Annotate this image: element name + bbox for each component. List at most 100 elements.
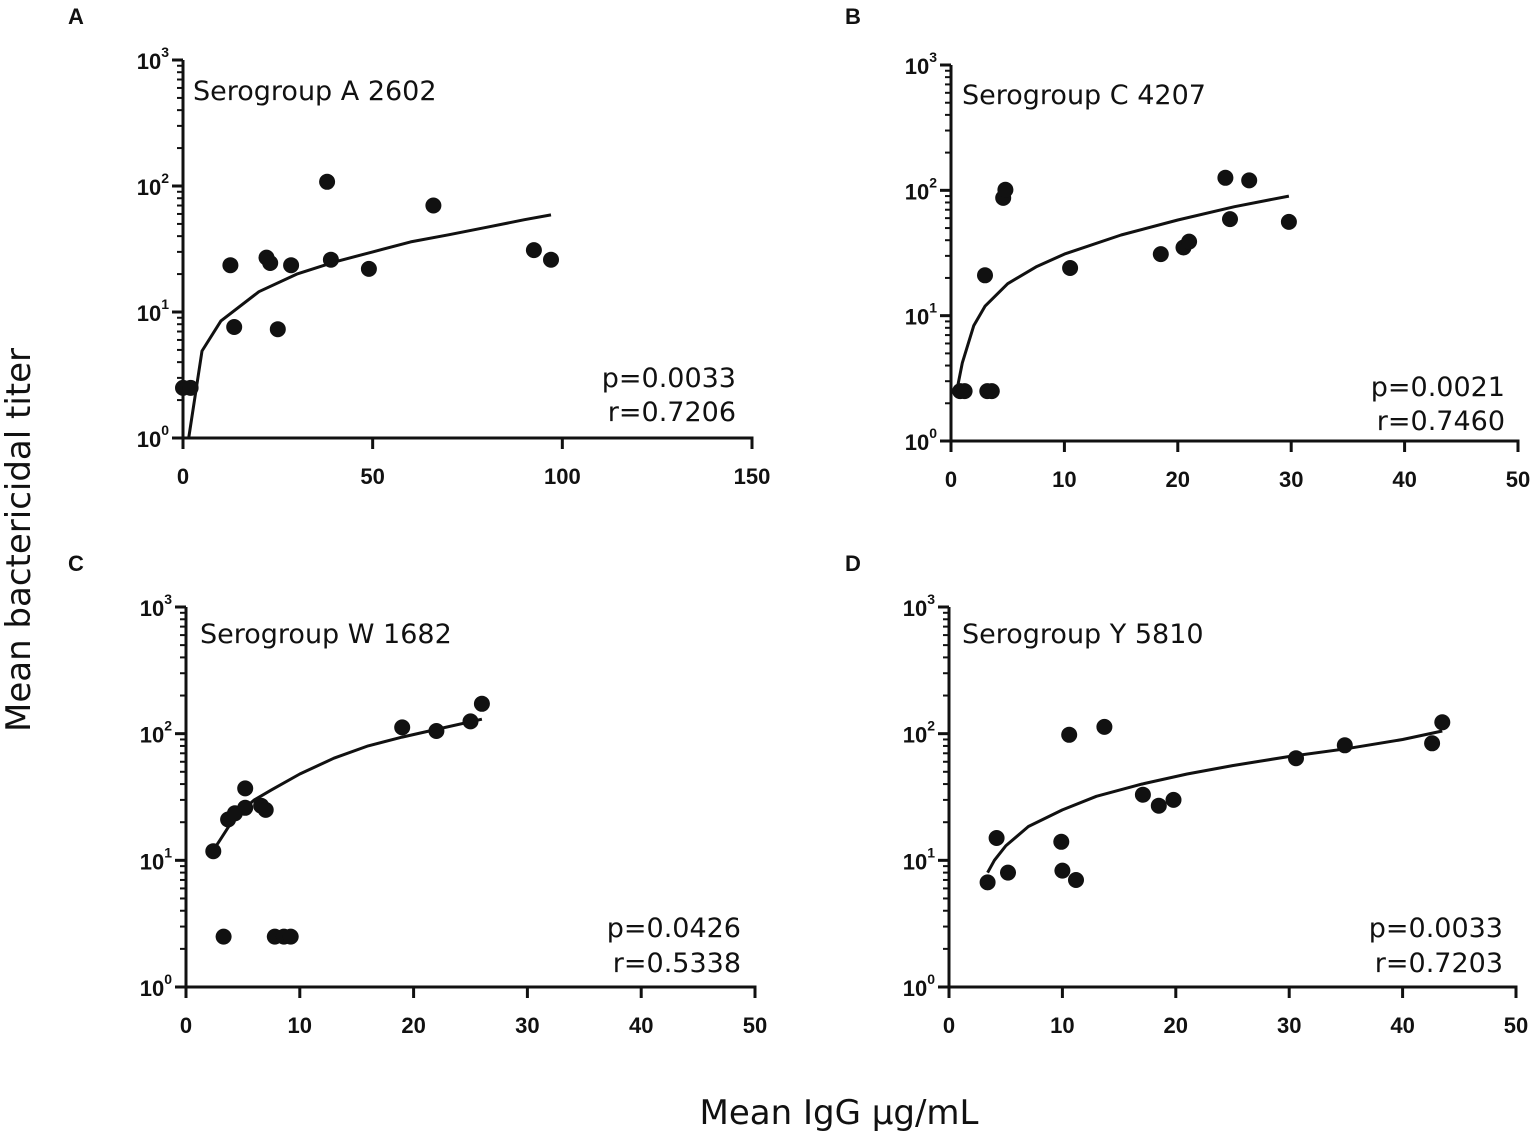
y-tick-label: 100 [140, 971, 172, 1001]
y-tick-base: 10 [140, 596, 164, 621]
y-tick-base: 10 [140, 849, 164, 874]
y-tick-label: 100 [903, 971, 935, 1001]
data-point [956, 383, 973, 400]
data-point [1068, 872, 1084, 888]
y-tick-exponent: 1 [164, 844, 172, 860]
r-value-c: r=0.5338 [613, 948, 741, 979]
y-tick-label: 103 [137, 44, 169, 74]
data-point [319, 173, 336, 190]
data-point [1054, 862, 1071, 879]
panel-title-b: Serogroup C 4207 [962, 80, 1206, 111]
data-point [1096, 718, 1113, 735]
data-point [1165, 791, 1182, 808]
y-tick-base: 10 [140, 976, 164, 1001]
y-tick-exponent: 1 [927, 844, 935, 860]
data-point [1152, 246, 1169, 263]
y-tick-base: 10 [137, 301, 161, 326]
y-tick-base: 10 [903, 596, 927, 621]
y-tick-label: 103 [140, 591, 172, 621]
y-tick-exponent: 0 [927, 971, 935, 987]
y-tick-base: 10 [905, 305, 929, 330]
y-tick-base: 10 [137, 427, 161, 452]
y-tick-exponent: 2 [161, 170, 169, 186]
panel-title-d: Serogroup Y 5810 [962, 619, 1204, 650]
data-point [205, 843, 222, 860]
data-point [1134, 786, 1151, 803]
y-tick-base: 10 [905, 179, 929, 204]
y-tick-base: 10 [137, 49, 161, 74]
data-point [269, 321, 286, 338]
y-tick-label: 102 [903, 718, 935, 748]
data-point [1053, 833, 1070, 850]
y-tick-label: 103 [905, 49, 937, 79]
data-point [1181, 233, 1198, 250]
y-tick-exponent: 1 [929, 300, 937, 316]
panel-letter-b: B [845, 4, 861, 29]
y-tick-label: 101 [137, 296, 169, 326]
y-tick-label: 100 [905, 425, 937, 455]
y-tick-label: 102 [905, 174, 937, 204]
x-tick-label: 150 [734, 464, 771, 489]
data-point [525, 242, 542, 259]
x-tick-label: 40 [1390, 1013, 1414, 1038]
data-point [237, 780, 254, 797]
x-tick-label: 0 [943, 1013, 955, 1038]
y-tick-exponent: 3 [161, 44, 169, 60]
data-point [428, 723, 445, 739]
data-point [1150, 797, 1167, 814]
data-point [262, 255, 279, 271]
x-tick-label: 20 [401, 1013, 425, 1038]
data-point [977, 267, 993, 284]
data-point [283, 257, 300, 274]
x-tick-label: 30 [1279, 467, 1303, 492]
data-point [1000, 864, 1016, 881]
r-value-d: r=0.7203 [1375, 948, 1503, 979]
data-point [1241, 172, 1258, 189]
data-point [322, 251, 339, 268]
x-tick-label: 50 [743, 1013, 767, 1038]
shared-y-axis-title: Mean bactericidal titer [0, 348, 39, 732]
y-tick-exponent: 3 [927, 591, 935, 607]
y-tick-label: 103 [903, 591, 935, 621]
y-tick-exponent: 3 [164, 591, 172, 607]
fit-curve [955, 194, 1290, 392]
y-tick-label: 101 [905, 300, 937, 330]
data-point [360, 260, 377, 277]
data-point [237, 799, 254, 816]
data-point [462, 713, 479, 730]
data-point [425, 197, 442, 214]
y-tick-label: 100 [137, 422, 169, 452]
p-value-b: p=0.0021 [1371, 372, 1505, 403]
y-tick-exponent: 0 [161, 422, 169, 438]
y-tick-label: 102 [137, 170, 169, 200]
r-value-a: r=0.7206 [608, 397, 736, 428]
data-point [1288, 750, 1304, 767]
data-point [282, 928, 299, 945]
panel-letter-d: D [845, 551, 861, 576]
y-tick-base: 10 [905, 430, 929, 455]
y-tick-exponent: 1 [161, 296, 169, 312]
panel-title-a: Serogroup A 2602 [193, 76, 437, 107]
y-tick-base: 10 [905, 54, 929, 79]
x-tick-label: 10 [1052, 467, 1076, 492]
data-point [1061, 726, 1078, 743]
data-point [1222, 211, 1238, 228]
x-tick-label: 10 [288, 1013, 312, 1038]
y-tick-base: 10 [137, 175, 161, 200]
y-tick-base: 10 [903, 849, 927, 874]
x-tick-label: 40 [629, 1013, 653, 1038]
y-tick-base: 10 [903, 976, 927, 1001]
fit-curve [187, 213, 552, 439]
r-value-b: r=0.7460 [1377, 406, 1505, 437]
data-point [1217, 169, 1234, 186]
x-tick-label: 20 [1166, 467, 1190, 492]
data-point [1062, 260, 1079, 276]
x-tick-label: 50 [360, 464, 384, 489]
data-point [1434, 714, 1451, 731]
data-point [997, 181, 1014, 198]
panel-title-c: Serogroup W 1682 [200, 619, 452, 650]
y-tick-exponent: 2 [164, 718, 172, 734]
